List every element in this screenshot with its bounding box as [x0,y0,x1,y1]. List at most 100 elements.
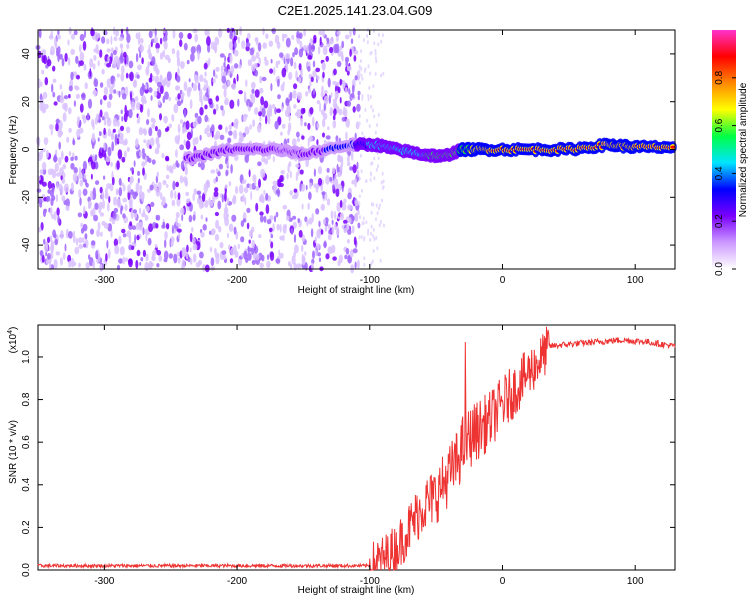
colorbar-tick-label: 0.8 [714,70,725,84]
noise-speckle [60,150,64,160]
noise-speckle [336,164,339,172]
noise-speckle [336,35,339,42]
noise-speckle [306,219,309,227]
noise-speckle [263,215,267,223]
noise-speckle [296,131,300,138]
noise-speckle [332,167,336,175]
noise-speckle [171,224,174,234]
noise-speckle [322,112,328,120]
noise-speckle [215,176,218,183]
noise-speckle [208,57,211,66]
spectrogram-y-label: Frequency (Hz) [8,116,19,185]
noise-speckle [315,67,321,73]
noise-speckle [330,210,334,220]
noise-speckle [68,260,72,268]
noise-speckle [285,37,291,48]
noise-speckle [36,188,42,193]
noise-speckle [119,43,124,48]
noise-speckle [382,179,385,184]
noise-speckle [215,66,220,72]
noise-speckle [266,254,270,260]
noise-speckle [304,251,307,256]
noise-speckle [188,78,191,83]
noise-speckle [75,55,79,64]
noise-speckle [139,151,143,157]
noise-speckle [248,239,251,244]
noise-speckle [258,57,262,66]
noise-speckle [189,247,192,253]
noise-speckle [51,245,54,256]
noise-speckle [293,83,298,90]
noise-speckle [358,201,361,206]
noise-speckle [130,101,136,111]
noise-speckle [165,174,170,180]
noise-speckle [154,75,160,84]
noise-speckle [352,106,356,113]
noise-speckle [46,59,52,67]
noise-speckle [292,221,297,229]
noise-speckle [106,38,110,45]
noise-speckle [352,248,358,254]
noise-speckle [228,181,232,187]
noise-speckle [45,251,48,257]
noise-speckle [95,44,99,54]
noise-speckle [105,253,108,262]
noise-speckle [138,127,143,136]
noise-speckle [197,162,201,168]
noise-speckle [75,237,79,246]
noise-speckle [314,236,317,244]
noise-speckle [60,185,64,195]
noise-speckle [285,53,291,59]
noise-speckle [302,257,306,262]
noise-speckle [149,73,153,81]
snr-series-line [37,326,676,572]
noise-speckle [350,151,354,161]
noise-speckle [360,49,363,54]
noise-speckle [313,168,316,177]
noise-speckle [82,237,85,244]
noise-speckle [214,233,220,242]
noise-speckle [260,168,266,178]
noise-speckle [299,169,304,175]
noise-speckle [136,150,140,157]
noise-speckle [151,56,156,66]
noise-speckle [240,134,244,142]
noise-speckle [91,240,96,246]
noise-speckle [113,36,118,42]
noise-speckle [233,41,237,49]
noise-speckle [296,108,302,119]
noise-speckle [230,247,235,256]
noise-speckle [176,57,181,67]
noise-speckle [269,251,275,261]
noise-speckle [297,91,302,101]
noise-speckle [220,105,224,111]
noise-speckle [379,219,382,224]
noise-speckle [320,229,324,235]
noise-speckle [259,87,264,94]
noise-speckle [111,141,115,152]
noise-speckle [277,78,280,88]
noise-speckle [338,108,343,116]
noise-speckle [210,257,215,267]
noise-speckle [217,171,221,177]
colorbar-label: Normalized spectral amplitude [738,82,749,217]
noise-speckle [345,247,350,255]
noise-speckle [312,89,315,95]
noise-speckle [113,55,119,63]
noise-speckle [48,261,52,271]
noise-speckle [79,33,85,42]
noise-speckle [124,257,129,262]
noise-region [35,26,385,274]
spectrogram-y-tick-label: 20 [21,96,32,108]
noise-speckle [100,212,104,217]
noise-speckle [128,60,134,69]
noise-speckle [298,63,302,71]
noise-speckle [106,78,112,88]
noise-speckle [317,177,323,186]
noise-speckle [103,142,106,151]
noise-speckle [370,50,373,55]
noise-speckle [273,215,277,223]
noise-speckle [47,180,52,190]
noise-speckle [301,234,306,242]
spectrogram-x-ticks: -300 -200 -100 0 100 [94,30,644,286]
